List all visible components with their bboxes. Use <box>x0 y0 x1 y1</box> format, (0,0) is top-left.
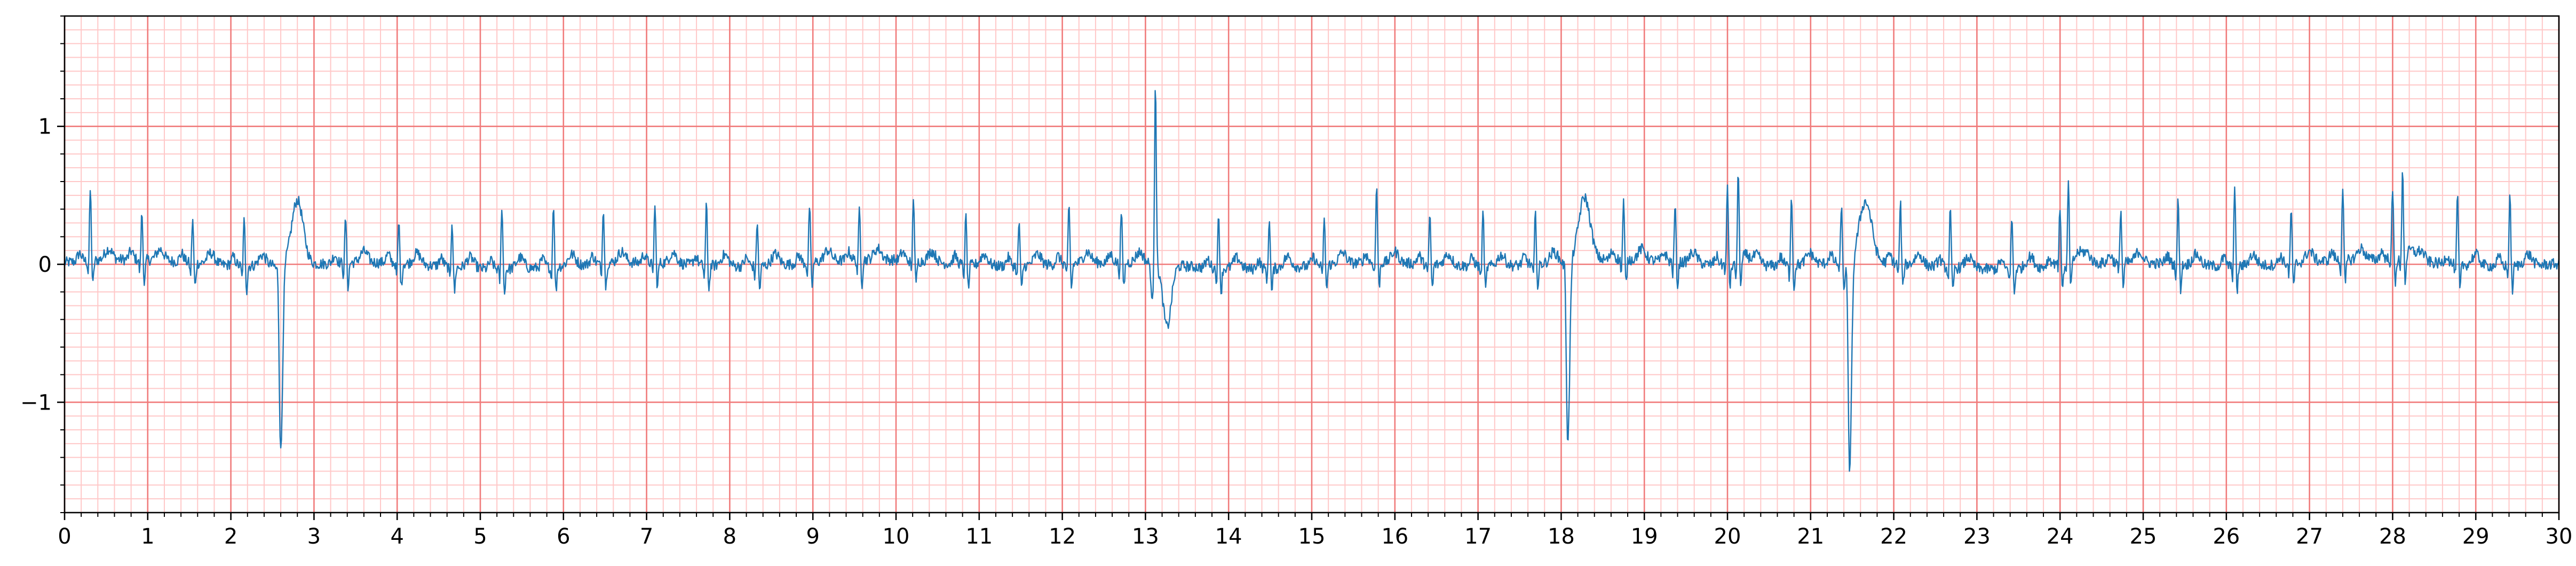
x-tick-label: 21 <box>1797 524 1824 549</box>
ecg-trace-line <box>64 90 2560 472</box>
x-tick-label: 24 <box>2047 524 2074 549</box>
x-tick-label: 28 <box>2379 524 2406 549</box>
x-tick-label: 11 <box>965 524 993 549</box>
x-tick-label: 10 <box>883 524 910 549</box>
x-tick-label: 17 <box>1464 524 1492 549</box>
x-tick-label: 12 <box>1049 524 1076 549</box>
plot-area <box>64 90 2560 472</box>
ticks: 0 1 2 3 4 5 6 7 8 9 10 11 12 13 14 15 16 17 18 19 20 21 22 23 24… <box>20 15 2573 549</box>
x-tick-label: 20 <box>1714 524 1741 549</box>
x-tick-label: 3 <box>307 524 321 549</box>
x-tick-label: 8 <box>723 524 736 549</box>
x-tick-label: 0 <box>58 524 71 549</box>
x-tick-label: 5 <box>473 524 487 549</box>
y-tick-label: 1 <box>38 115 52 139</box>
x-tick-label: 22 <box>1880 524 1907 549</box>
x-tick-label: 4 <box>390 524 403 549</box>
x-tick-label: 26 <box>2213 524 2240 549</box>
x-tick-label: 27 <box>2296 524 2323 549</box>
x-tick-label: 29 <box>2462 524 2490 549</box>
x-tick-label: 18 <box>1548 524 1575 549</box>
x-tick-label: 15 <box>1298 524 1326 549</box>
x-tick-label: 14 <box>1215 524 1242 549</box>
x-tick-label: 7 <box>640 524 653 549</box>
x-tick-label: 2 <box>224 524 237 549</box>
x-tick-label: 6 <box>557 524 570 549</box>
x-tick-label: 9 <box>806 524 819 549</box>
y-tick-label: −1 <box>20 390 52 415</box>
x-tick-label: 30 <box>2546 524 2573 549</box>
x-tick-label: 23 <box>1963 524 1991 549</box>
x-tick-label: 16 <box>1381 524 1408 549</box>
x-tick-label: 13 <box>1132 524 1159 549</box>
x-tick-label: 25 <box>2130 524 2157 549</box>
x-tick-label: 19 <box>1631 524 1658 549</box>
y-tick-label: 0 <box>38 253 52 277</box>
x-tick-label: 1 <box>141 524 154 549</box>
